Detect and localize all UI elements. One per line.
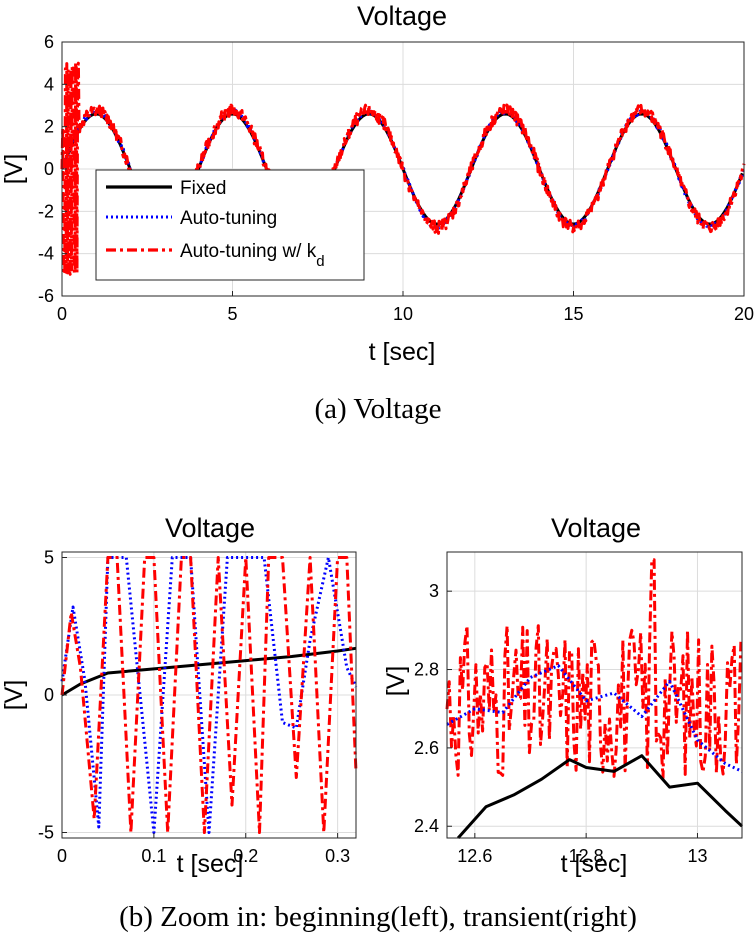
series-fixed-line [61, 646, 357, 697]
zoom-left-grid [61, 552, 356, 838]
zoom-left-ytick-label: -5 [38, 823, 54, 843]
caption-b: (b) Zoom in: beginning(left), transient(… [119, 901, 637, 933]
zoom-right-xlabel: t [sec] [561, 850, 628, 878]
zoom-left-ytick-label: 0 [44, 685, 54, 705]
main-ytick-label: 6 [44, 32, 54, 52]
main-ylabel: [V] [0, 154, 28, 185]
caption-a: (a) Voltage [315, 393, 442, 425]
zoom-left-xtick-label: 0 [57, 846, 67, 866]
zoom-left-series [60, 556, 358, 834]
zoom-right-xtick-label: 12.8 [569, 846, 604, 866]
main-chart-title: Voltage [357, 1, 447, 31]
legend-label-fixed: Fixed [180, 178, 226, 199]
zoom-left-ytick-label: 5 [44, 548, 54, 568]
series-auto-line [60, 556, 358, 834]
zoom-right-ytick-label: 2.6 [414, 738, 439, 758]
zoom-right-grid [447, 552, 742, 838]
main-ytick-label: -2 [38, 201, 54, 221]
legend-label-auto-kd-main: Auto-tuning w/ k [180, 241, 317, 262]
series-fixed-line [456, 754, 744, 839]
zoom-right-ytick-label: 2.4 [414, 816, 439, 836]
zoom-left-xlabel: t [sec] [177, 850, 244, 878]
legend-label-auto-kd: Auto-tuning w/ kd [180, 241, 325, 270]
zoom-right-ylabel: [V] [382, 666, 410, 697]
zoom-right-xtick-label: 12.6 [457, 846, 492, 866]
zoom-left-xtick-label: 0.2 [233, 846, 258, 866]
main-ytick-label: -6 [38, 286, 54, 306]
legend-label-auto-kd-sub: d [316, 253, 324, 270]
main-ytick-label: 2 [44, 117, 54, 137]
zoom-left-ylabel: [V] [0, 680, 28, 711]
series-auto-line [446, 664, 743, 773]
series-auto-kd-line [60, 556, 358, 834]
main-ticks: 0 5 10 15 20 -6 -4 -2 0 2 4 6 [38, 32, 754, 324]
main-xtick-label: 15 [563, 304, 583, 324]
main-chart: Voltage 0 5 10 15 20 -6 -4 -2 0 2 4 6 t [sec] [V] F… [0, 1, 754, 366]
zoom-left-chart: Voltage 0 0.1 0.2 0.3-505 t [sec] [V] [0, 513, 358, 878]
main-xtick-label: 5 [227, 304, 237, 324]
series-auto-kd-line [445, 558, 743, 780]
zoom-right-xtick-label: 13 [687, 846, 707, 866]
main-ytick-label: -4 [38, 244, 54, 264]
main-ytick-label: 0 [44, 159, 54, 179]
main-ytick-label: 4 [44, 74, 54, 94]
main-xtick-label: 20 [734, 304, 754, 324]
zoom-right-title: Voltage [551, 513, 641, 543]
zoom-right-ytick-label: 3 [429, 581, 439, 601]
zoom-left-xtick-label: 0.1 [141, 846, 166, 866]
zoom-right-plot-frame [446, 551, 743, 839]
main-xtick-label: 0 [57, 304, 67, 324]
zoom-right-ticks: 12.6 12.8 13 2.4 2.6 2.8 3 [414, 581, 708, 866]
main-xlabel: t [sec] [369, 338, 436, 366]
zoom-right-ytick-label: 2.8 [414, 660, 439, 680]
zoom-left-xtick-label: 0.3 [325, 846, 350, 866]
zoom-left-ticks: 0 0.1 0.2 0.3-505 [38, 548, 350, 867]
main-xtick-label: 10 [393, 304, 413, 324]
zoom-right-chart: Voltage 12.6 12.8 13 2.4 2.6 2.8 3 t [sec] [V] [382, 513, 744, 878]
legend-label-auto: Auto-tuning [180, 208, 277, 229]
zoom-left-title: Voltage [165, 513, 255, 543]
zoom-right-series [445, 558, 744, 839]
main-legend: Fixed Auto-tuning Auto-tuning w/ kd [95, 169, 365, 281]
